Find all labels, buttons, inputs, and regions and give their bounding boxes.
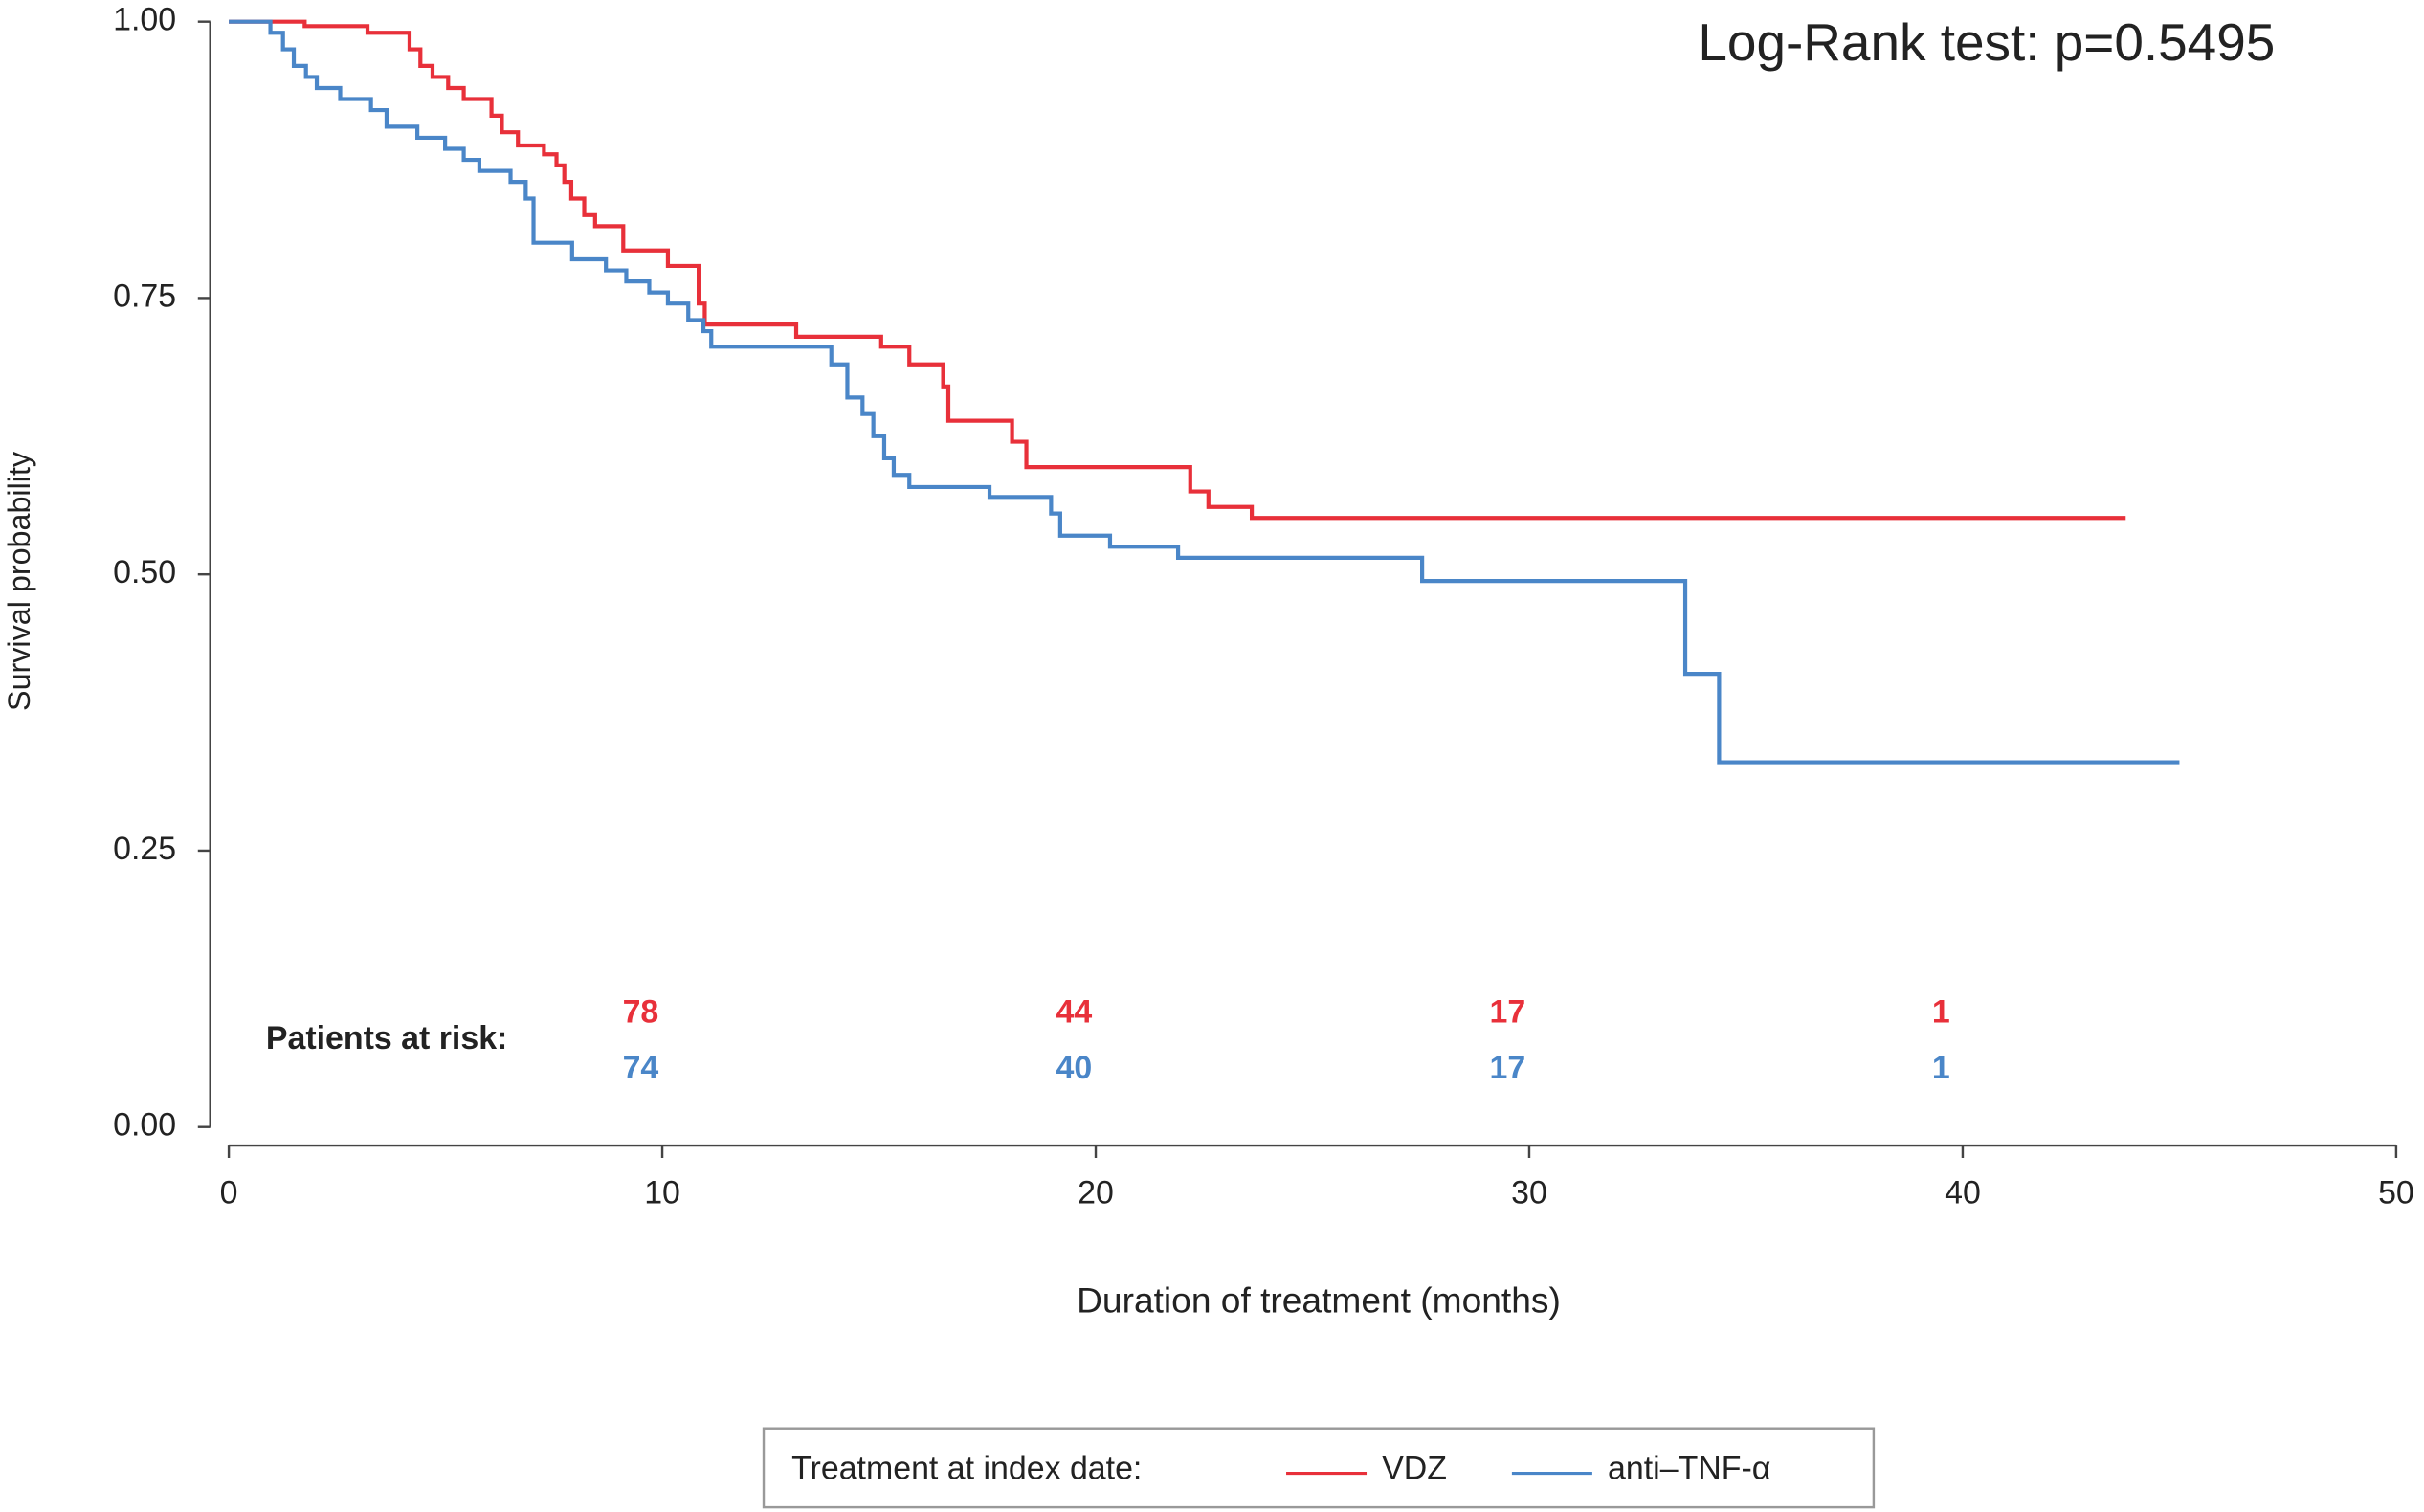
x-tick-label: 10 bbox=[644, 1175, 680, 1212]
at-risk-count: 44 bbox=[1056, 994, 1093, 1031]
at-risk-count: 17 bbox=[1490, 994, 1526, 1031]
legend-label: anti–TNF-α bbox=[1608, 1450, 1770, 1486]
survival-curve bbox=[229, 19, 2126, 521]
legend-label: VDZ bbox=[1382, 1450, 1447, 1486]
x-tick-label: 50 bbox=[2378, 1175, 2414, 1212]
survival-curve bbox=[229, 19, 2180, 765]
y-tick-label: 1.00 bbox=[113, 2, 176, 38]
y-tick-label: 0.75 bbox=[113, 278, 176, 314]
at-risk-count: 40 bbox=[1056, 1050, 1093, 1086]
x-axis-label: Duration of treatment (months) bbox=[1077, 1280, 1561, 1321]
legend-box bbox=[762, 1427, 1876, 1509]
annotation: Log-Rank test: p=0.5495 bbox=[1698, 12, 2275, 72]
x-tick-label: 0 bbox=[220, 1175, 238, 1212]
at-risk-count: 74 bbox=[623, 1050, 659, 1086]
x-tick-label: 30 bbox=[1511, 1175, 1547, 1212]
at-risk-label: Patients at risk: bbox=[266, 1020, 508, 1056]
y-tick-label: 0.00 bbox=[113, 1107, 176, 1144]
x-tick-label: 40 bbox=[1945, 1175, 1981, 1212]
at-risk-count: 17 bbox=[1490, 1050, 1526, 1086]
at-risk-count: 78 bbox=[623, 994, 659, 1031]
y-tick-label: 0.25 bbox=[113, 831, 176, 867]
at-risk-count: 1 bbox=[1932, 1050, 1950, 1086]
at-risk-count: 1 bbox=[1932, 994, 1950, 1031]
y-axis-label: Survival probability bbox=[2, 451, 36, 711]
x-tick-label: 20 bbox=[1078, 1175, 1114, 1212]
legend-title: Treatment at index date: bbox=[791, 1450, 1142, 1486]
y-tick-label: 0.50 bbox=[113, 554, 176, 590]
